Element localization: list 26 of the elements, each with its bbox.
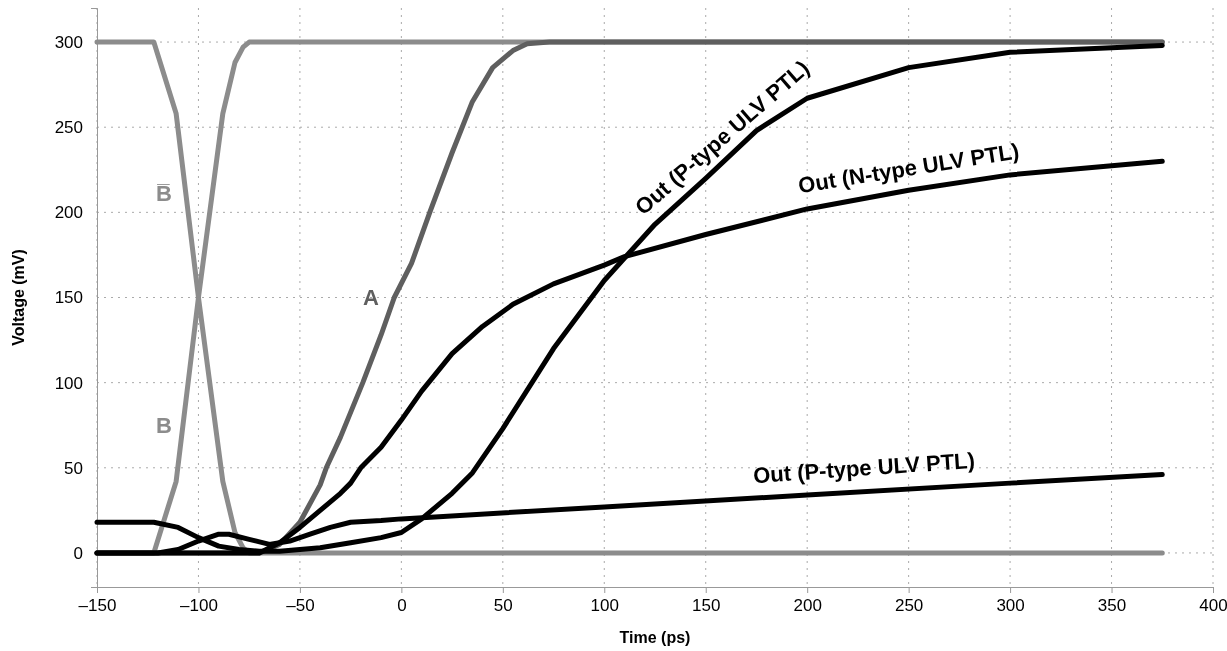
x-tick-label: 400 [1199,596,1227,616]
x-tick-label: 150 [692,596,721,616]
x-tick-label: 200 [793,596,822,616]
y-tick-label: 300 [54,33,83,52]
series-label: Out (P-type ULV PTL) [752,447,976,489]
text: Out (N-type ULV PTL) [796,138,1021,199]
x-tick-label: 300 [996,596,1025,616]
x-tick-label: 250 [894,596,924,616]
y-tick-label: 50 [64,458,83,478]
x-axis-title: Time (ps) [619,629,691,646]
x-tick-label: 50 [493,596,513,616]
y-tick-label: 250 [54,118,83,138]
series-label: B̅ [156,181,172,207]
y-tick-label: 150 [54,288,83,308]
y-axis-title: Voltage (mV) [10,249,27,346]
series-label: A [362,285,379,311]
x-tick-label: –100 [180,596,218,616]
x-tick-label: –150 [78,596,117,616]
x-tick-label: 0 [397,596,407,616]
y-tick-label: 100 [54,373,83,393]
x-tick-label: –50 [286,596,315,616]
x-tick-label: 100 [590,596,619,616]
series-label: B [156,412,172,438]
y-tick-label: 200 [54,203,83,223]
x-tick-label: 350 [1097,596,1127,616]
y-tick-label: 0 [73,543,83,563]
